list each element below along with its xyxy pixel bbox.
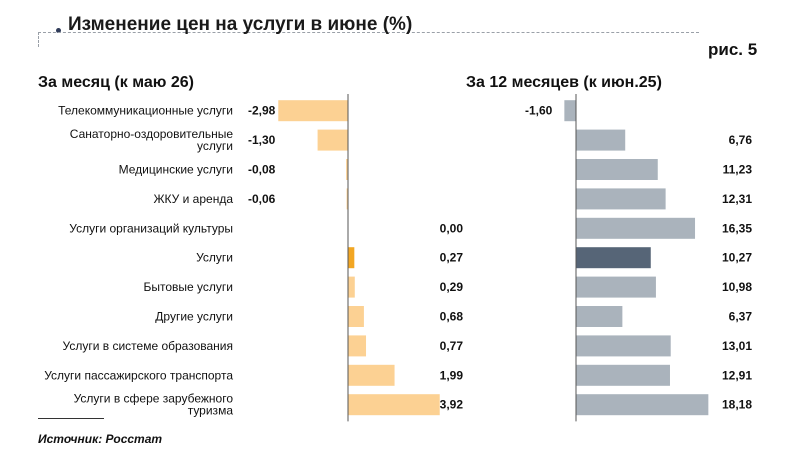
value-label: 10,27 [722, 251, 752, 265]
figure-label: рис. 5 [708, 40, 758, 59]
bar-year [576, 129, 626, 151]
value-label: 12,91 [722, 368, 752, 382]
bar-year [576, 306, 623, 327]
bar-month [346, 188, 348, 210]
value-label: 6,76 [729, 133, 753, 147]
value-label: 12,31 [722, 192, 752, 206]
category-label: услуги [197, 139, 233, 153]
value-label: 0,00 [440, 221, 464, 235]
bar-year [576, 364, 670, 386]
bar-month [348, 276, 355, 298]
bar-month [278, 100, 348, 122]
bar-month [317, 129, 348, 151]
bar-month [348, 306, 364, 327]
value-label: -1,60 [525, 104, 553, 118]
value-label: 0,77 [440, 339, 464, 353]
value-label: 13,01 [722, 339, 752, 353]
category-label: Услуги [196, 251, 233, 265]
bar-month [348, 335, 367, 357]
value-label: 0,68 [440, 310, 464, 324]
value-label: 10,98 [722, 280, 752, 294]
category-label: Медицинские услуги [119, 163, 233, 177]
category-label: Телекоммуникационные услуги [58, 104, 233, 118]
value-label: -2,98 [248, 104, 276, 118]
value-label: 16,35 [722, 221, 752, 235]
category-label: Услуги пассажирского транспорта [44, 368, 233, 382]
value-label: 0,27 [440, 251, 464, 265]
bar-month [346, 159, 348, 180]
category-label: Санаторно-оздоровительные [70, 127, 234, 141]
bar-year [576, 394, 709, 416]
value-label: 0,29 [440, 280, 464, 294]
bar-year [576, 247, 651, 269]
category-label: туризма [188, 404, 234, 418]
value-label: 11,23 [723, 163, 753, 177]
source-rule [38, 418, 104, 419]
source-note: Источник: Росстат [38, 432, 163, 446]
category-label: Другие услуги [155, 310, 233, 324]
category-label: Бытовые услуги [144, 280, 234, 294]
value-label: -0,08 [248, 163, 276, 177]
bar-year [564, 100, 576, 122]
bar-month [348, 364, 395, 386]
category-label: Услуги в сфере зарубежного [74, 392, 234, 406]
bar-year [576, 159, 658, 180]
category-label: ЖКУ и аренда [153, 192, 233, 206]
bar-month [348, 394, 440, 416]
bar-year [576, 217, 696, 239]
bar-year [576, 276, 656, 298]
bar-year [576, 335, 671, 357]
value-label: 3,92 [440, 398, 464, 412]
title-frame-line [38, 32, 699, 47]
value-label: -0,06 [248, 192, 276, 206]
panel-title-year: За 12 месяцев (к июн.25) [466, 74, 662, 91]
panel-title-month: За месяц (к маю 26) [38, 74, 194, 91]
value-label: -1,30 [248, 133, 276, 147]
value-label: 6,37 [729, 310, 753, 324]
value-label: 18,18 [722, 398, 752, 412]
category-label: Услуги в системе образования [63, 339, 233, 353]
bar-month [348, 247, 355, 269]
value-label: 1,99 [440, 368, 464, 382]
bar-year [576, 188, 666, 210]
title-bullet-dot [56, 28, 61, 33]
category-label: Услуги организаций культуры [69, 221, 233, 235]
chart-title: Изменение цен на услуги в июне (%) [68, 14, 413, 35]
